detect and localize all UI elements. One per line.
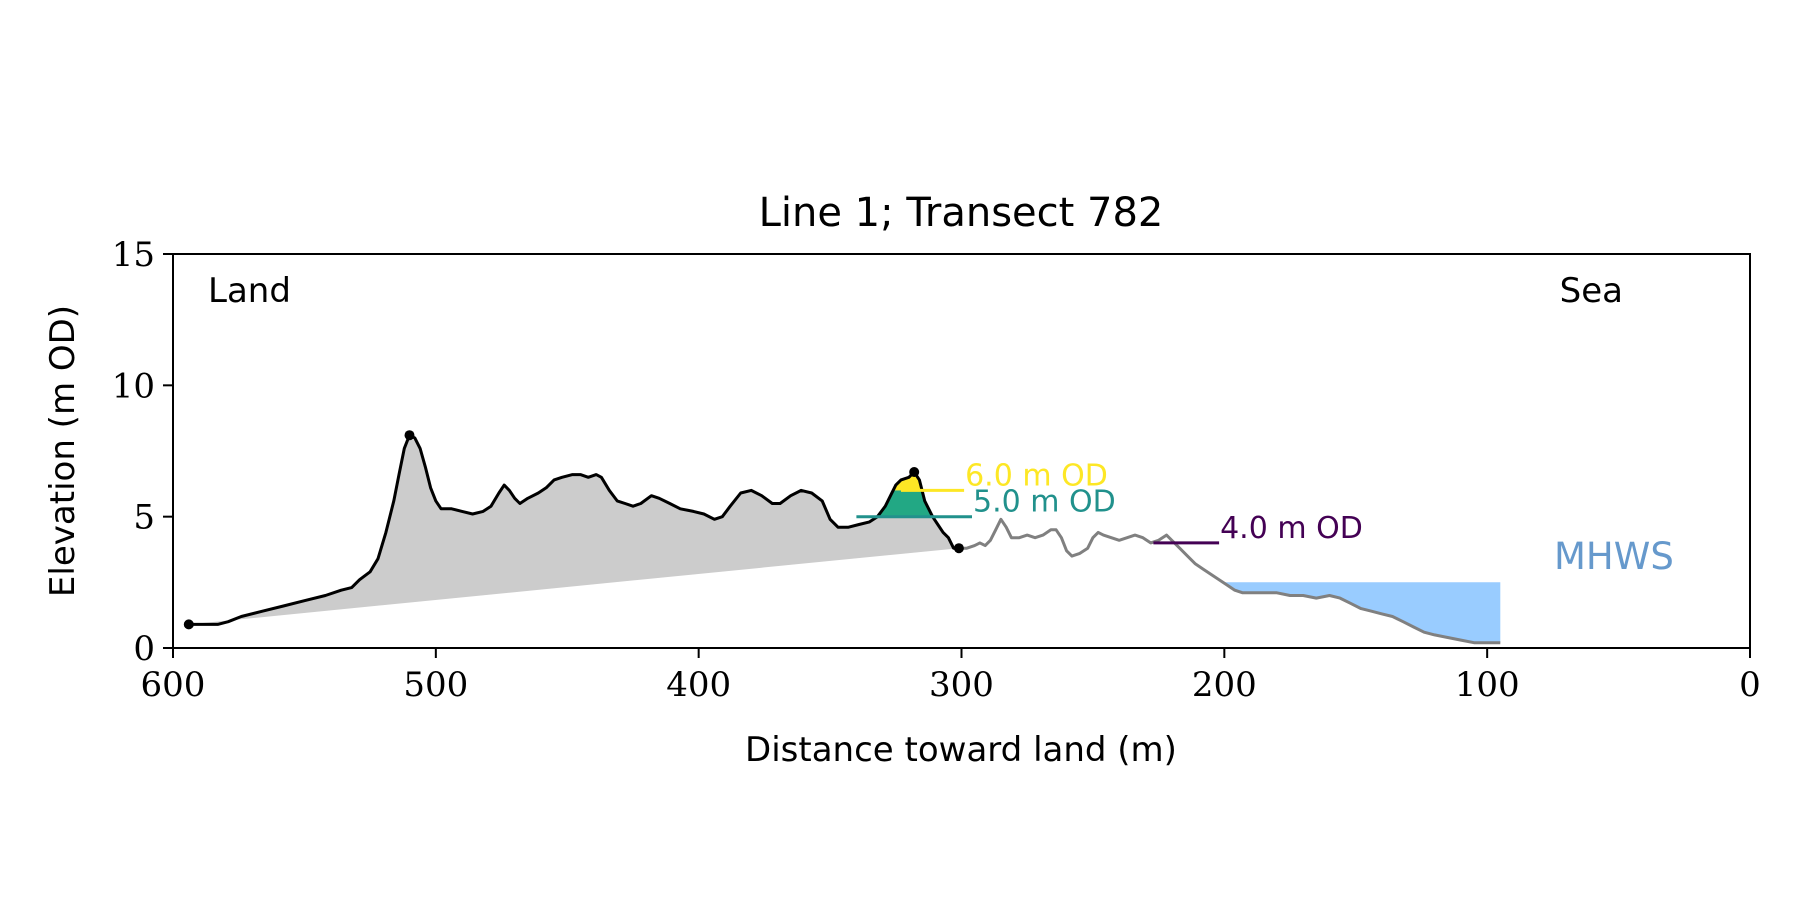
sea-annotation: Sea: [1560, 271, 1623, 311]
x-tick-label: 100: [1455, 665, 1520, 705]
mhws-area: [1224, 582, 1501, 643]
profile-seaward-line: [958, 517, 1501, 645]
dune-area: [188, 435, 959, 625]
y-tick-label: 0: [133, 629, 155, 669]
profile-marker-3: [953, 543, 964, 554]
mhws-label: MHWS: [1554, 535, 1674, 578]
x-tick-label: 500: [403, 665, 468, 705]
y-axis-label: Elevation (m OD): [43, 305, 83, 597]
x-axis-label: Distance toward land (m): [745, 730, 1177, 770]
y-ticks: 0 5 10 15: [112, 235, 173, 669]
plot-layer: 6.0 m OD5.0 m OD 4.0 m OD: [183, 430, 1501, 645]
x-tick-label: 200: [1192, 665, 1257, 705]
profile-marker-2: [909, 467, 920, 477]
level-label-4: 4.0 m OD: [1220, 511, 1363, 546]
land-annotation: Land: [208, 271, 291, 311]
x-tick-label: 600: [141, 665, 206, 705]
y-tick-label: 15: [112, 235, 155, 275]
level-label-6: 6.0 m OD: [965, 458, 1108, 493]
profile-marker-0: [183, 619, 194, 630]
y-tick-label: 10: [112, 366, 155, 406]
x-ticks: 600 500 400 300 200 100 0: [141, 648, 1761, 705]
profile-marker-1: [404, 430, 415, 441]
x-tick-label: 0: [1739, 665, 1761, 705]
profile-line: [188, 433, 959, 626]
x-tick-label: 300: [929, 665, 994, 705]
y-tick-label: 5: [133, 498, 155, 538]
level-label-5: 5.0 m OD: [973, 485, 1116, 520]
x-tick-label: 400: [666, 665, 731, 705]
chart-title: Line 1; Transect 782: [759, 190, 1164, 236]
level-5-fill: [878, 490, 932, 517]
